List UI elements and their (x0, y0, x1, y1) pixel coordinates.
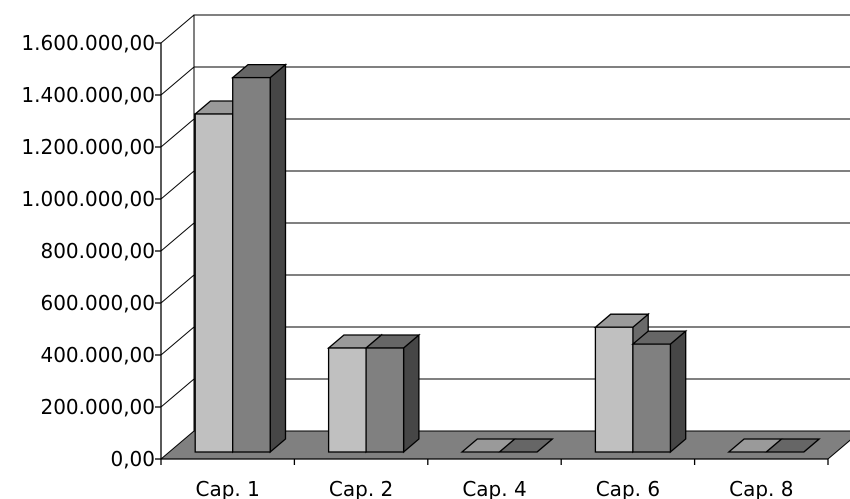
gridline-side (160, 378, 195, 408)
gridlines (160, 14, 850, 408)
y-tick-label: 1.000.000,00 (21, 187, 155, 211)
y-tick-label: 800.000,00 (40, 239, 155, 263)
bar (764, 438, 821, 453)
y-tick-labels: 0,00 200.000,00 400.000,00 600.000,00 800.00… (21, 31, 155, 471)
bar-top (764, 438, 821, 453)
bar-front (594, 326, 634, 453)
gridline-side (160, 118, 195, 148)
x-tick-label: Cap. 6 (596, 477, 660, 499)
gridline-side (160, 274, 195, 304)
y-tick-label: 1.600.000,00 (21, 31, 155, 55)
bars (193, 63, 821, 454)
y-tick-label: 600.000,00 (40, 291, 155, 315)
gridline-side (160, 14, 195, 44)
x-tick-label: Cap. 8 (729, 477, 793, 499)
bar-side (402, 333, 420, 454)
bar-front (632, 343, 672, 453)
bar-front (327, 347, 367, 453)
x-tick-label: Cap. 2 (329, 477, 393, 499)
bar (230, 63, 288, 454)
axes (155, 42, 829, 465)
bar-side (269, 63, 287, 454)
y-tick-label: 1.200.000,00 (21, 135, 155, 159)
y-tick-label: 200.000,00 (40, 395, 155, 419)
x-tick-label: Cap. 4 (462, 477, 526, 499)
gridline-side (160, 66, 195, 96)
y-tick-label: 1.400.000,00 (21, 83, 155, 107)
bar (497, 438, 555, 453)
bar-front (365, 347, 405, 453)
bar-front (232, 76, 271, 453)
bar-side (669, 329, 687, 454)
x-tick-label: Cap. 1 (196, 477, 260, 499)
bar (631, 329, 688, 454)
y-tick-label: 400.000,00 (40, 343, 155, 367)
bar-front (194, 113, 234, 453)
bar (364, 333, 421, 454)
gridline-side (160, 170, 195, 200)
y-tick-label: 0,00 (110, 447, 155, 471)
gridline-side (160, 222, 195, 252)
x-tick-labels: Cap. 1 Cap. 2 Cap. 4 Cap. 6 Cap. 8 (196, 477, 794, 499)
bar-top (497, 438, 555, 453)
gridline-side (160, 326, 195, 356)
